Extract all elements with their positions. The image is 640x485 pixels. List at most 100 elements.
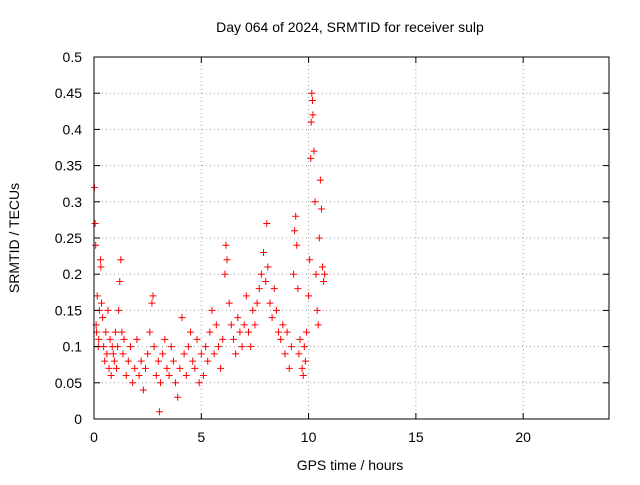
- data-point: [264, 263, 272, 271]
- x-tick-label: 20: [515, 429, 531, 445]
- data-point: [187, 328, 195, 336]
- data-point: [229, 335, 237, 343]
- y-tick-label: 0.25: [55, 230, 82, 246]
- data-point: [314, 321, 322, 329]
- data-point: [307, 154, 315, 162]
- data-point: [221, 270, 229, 278]
- data-point: [301, 357, 309, 365]
- data-point: [103, 350, 111, 358]
- data-point: [101, 357, 109, 365]
- data-point: [184, 343, 192, 351]
- data-points: [90, 89, 329, 416]
- data-point: [245, 328, 252, 336]
- data-point: [144, 350, 152, 358]
- data-point: [131, 364, 139, 372]
- data-point: [110, 357, 118, 365]
- y-tick-label: 0.4: [63, 121, 83, 137]
- data-point: [290, 270, 298, 278]
- data-point: [178, 314, 186, 322]
- data-point: [292, 212, 300, 220]
- x-tick-label: 5: [197, 429, 205, 445]
- data-point: [129, 379, 137, 387]
- data-point: [219, 335, 227, 343]
- data-point: [115, 306, 123, 314]
- data-point: [311, 198, 319, 206]
- y-tick-label: 0.5: [63, 49, 83, 65]
- data-point: [176, 364, 184, 372]
- data-point: [165, 372, 173, 380]
- ticks-layer: [93, 56, 609, 420]
- data-point: [321, 270, 329, 278]
- data-point: [133, 335, 141, 343]
- y-tick-label: 0: [74, 411, 82, 427]
- data-point: [307, 118, 315, 126]
- x-tick-label: 10: [301, 429, 317, 445]
- x-axis-label: GPS time / hours: [297, 457, 404, 473]
- data-point: [120, 335, 128, 343]
- data-point: [214, 343, 222, 351]
- data-point: [155, 408, 163, 416]
- data-point: [217, 364, 225, 372]
- data-point: [299, 372, 307, 380]
- data-point: [295, 350, 303, 358]
- data-point: [277, 335, 285, 343]
- data-point: [169, 357, 177, 365]
- data-point: [320, 277, 328, 285]
- data-point: [253, 299, 261, 307]
- data-point: [309, 111, 317, 119]
- data-point: [300, 343, 308, 351]
- data-point: [222, 241, 230, 249]
- data-point: [93, 292, 101, 300]
- data-point: [257, 270, 265, 278]
- data-point: [283, 328, 291, 336]
- data-point: [317, 205, 325, 213]
- data-point: [210, 350, 218, 358]
- data-point: [272, 306, 280, 314]
- grid-layer: [94, 57, 609, 419]
- data-point: [182, 372, 190, 380]
- data-point: [137, 357, 145, 365]
- labels-layer: 0 0.05 0.1 0.15 0.2 0.25 0.3 0.35 0.4 0.45 0.5 0 5 10…: [55, 49, 531, 445]
- y-tick-label: 0.15: [55, 302, 82, 318]
- data-point: [206, 328, 214, 336]
- data-point: [251, 321, 259, 329]
- data-point: [315, 234, 323, 242]
- data-point: [279, 321, 287, 329]
- y-tick-label: 0.3: [63, 194, 83, 210]
- data-point: [310, 147, 318, 155]
- x-tick-label: 15: [408, 429, 424, 445]
- data-point: [313, 306, 321, 314]
- data-point: [97, 263, 105, 271]
- data-point: [126, 343, 134, 351]
- data-point: [212, 321, 220, 329]
- data-point: [305, 292, 313, 300]
- data-point: [157, 379, 165, 387]
- y-tick-label: 0.2: [63, 266, 83, 282]
- data-point: [114, 343, 122, 351]
- data-point: [135, 372, 143, 380]
- data-point: [163, 364, 171, 372]
- data-point: [113, 364, 121, 372]
- data-point: [161, 335, 169, 343]
- data-point: [167, 343, 175, 351]
- data-point: [118, 328, 126, 336]
- data-point: [96, 256, 104, 264]
- data-point: [117, 256, 125, 264]
- data-point: [116, 277, 124, 285]
- data-point: [287, 343, 295, 351]
- data-point: [146, 328, 154, 336]
- data-point: [294, 285, 302, 293]
- x-tick-label: 0: [90, 429, 98, 445]
- y-tick-label: 0.35: [55, 158, 82, 174]
- y-tick-label: 0.45: [55, 85, 82, 101]
- data-point: [232, 350, 240, 358]
- data-point: [227, 321, 235, 329]
- data-point: [296, 335, 304, 343]
- data-point: [191, 364, 199, 372]
- data-point: [281, 350, 289, 358]
- data-point: [174, 393, 182, 401]
- data-point: [124, 357, 132, 365]
- data-point: [106, 335, 114, 343]
